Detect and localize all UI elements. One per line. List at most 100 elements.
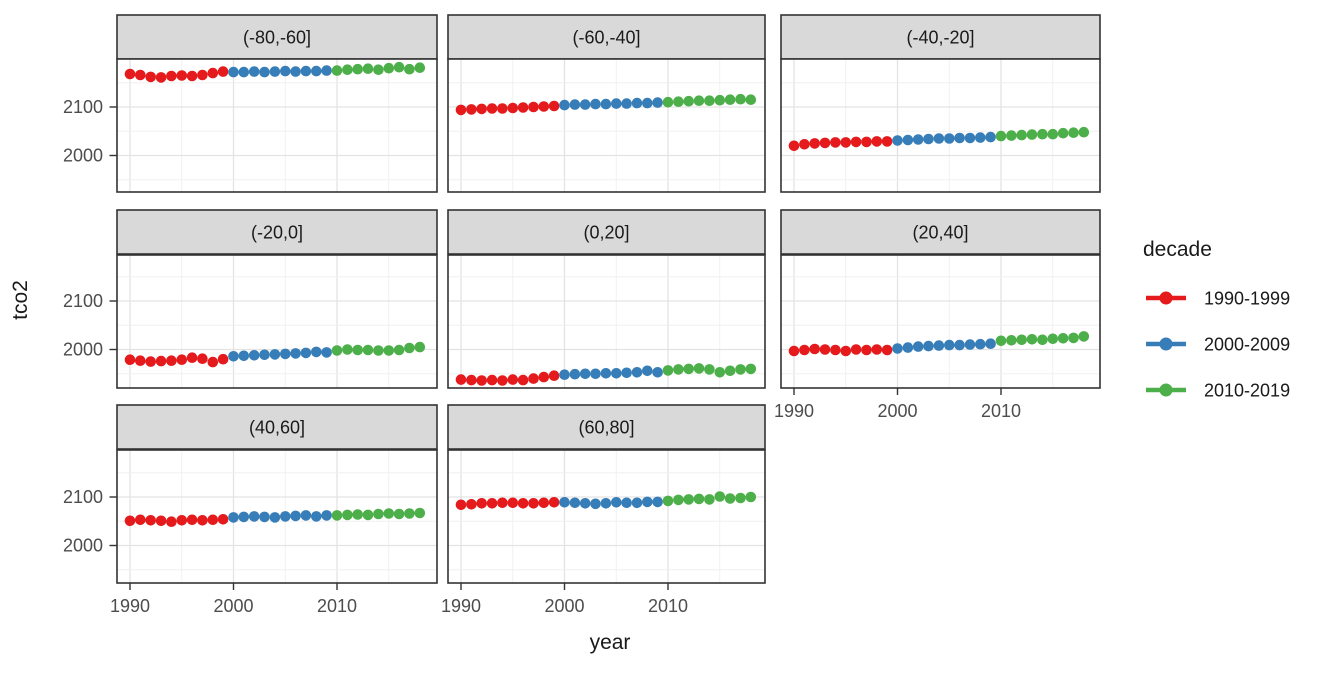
- facet-(-80,-60]: (-80,-60]: [116, 14, 438, 193]
- data-point: [176, 70, 188, 81]
- legend-title: decade: [1143, 238, 1212, 261]
- facet-strip: [780, 14, 1101, 60]
- legend-item-label: 2000-2009: [1204, 335, 1290, 355]
- data-point: [673, 364, 684, 375]
- data-point: [300, 347, 312, 359]
- data-point: [704, 95, 715, 106]
- data-point: [166, 355, 177, 367]
- data-point: [683, 95, 694, 107]
- data-point: [693, 95, 705, 106]
- data-point: [933, 133, 945, 144]
- data-point: [269, 66, 281, 77]
- data-point: [414, 62, 426, 73]
- data-point: [290, 348, 301, 359]
- data-point: [228, 512, 239, 523]
- data-point: [881, 136, 893, 147]
- data-point: [528, 498, 539, 509]
- data-point: [352, 509, 364, 520]
- data-point: [331, 65, 343, 76]
- data-point: [186, 514, 198, 526]
- data-point: [840, 137, 852, 148]
- data-point: [124, 515, 136, 527]
- data-point: [964, 132, 976, 144]
- data-point: [352, 344, 364, 356]
- data-point: [704, 494, 715, 505]
- x-tick-label: 2010: [648, 596, 688, 616]
- y-tick-label: 2000: [63, 536, 103, 556]
- legend-key-dot: [1159, 383, 1173, 397]
- data-point: [704, 364, 715, 375]
- data-point: [850, 136, 862, 148]
- data-point: [135, 514, 146, 526]
- data-point: [455, 374, 467, 385]
- data-point: [124, 68, 136, 80]
- facet-strip: [447, 14, 766, 60]
- data-point: [155, 72, 167, 83]
- data-point: [788, 140, 800, 152]
- data-point: [300, 65, 312, 77]
- data-point: [176, 515, 188, 526]
- data-point: [559, 369, 570, 381]
- facet-(0,20]: (0,20]: [447, 209, 766, 389]
- facet-strip: [447, 209, 766, 255]
- data-point: [259, 66, 270, 78]
- data-point: [724, 493, 736, 504]
- data-point: [280, 511, 291, 522]
- data-point: [985, 131, 996, 143]
- panel-border: [116, 254, 438, 389]
- data-point: [745, 363, 757, 375]
- data-point: [342, 509, 353, 521]
- data-point: [538, 101, 550, 112]
- x-axis-title: year: [590, 631, 631, 654]
- data-point: [217, 514, 229, 525]
- data-point: [290, 510, 301, 522]
- data-point: [383, 508, 395, 519]
- data-point: [383, 62, 395, 74]
- facet-(-40,-20]: (-40,-20]: [780, 14, 1101, 193]
- data-point: [1016, 129, 1027, 141]
- data-point: [1078, 126, 1090, 138]
- data-point: [850, 344, 862, 355]
- data-point: [861, 136, 872, 148]
- data-point: [466, 499, 477, 510]
- data-point: [1068, 332, 1079, 344]
- data-point: [404, 63, 415, 75]
- data-point: [840, 345, 852, 357]
- x-tick-label: 2000: [213, 596, 253, 616]
- panel-border: [116, 449, 438, 584]
- data-point: [809, 138, 820, 149]
- data-point: [745, 491, 757, 503]
- data-point: [362, 509, 374, 521]
- data-point: [861, 344, 872, 356]
- data-point: [662, 96, 674, 108]
- data-point: [455, 104, 467, 116]
- data-point: [362, 344, 374, 356]
- y-tick-label: 2100: [63, 487, 103, 507]
- data-point: [321, 347, 332, 358]
- data-point: [135, 69, 146, 81]
- panel-background: [448, 59, 765, 192]
- data-point: [569, 497, 581, 509]
- data-point: [745, 94, 757, 105]
- data-point: [735, 93, 746, 105]
- data-point: [207, 514, 219, 526]
- data-point: [621, 98, 632, 109]
- legend-key-dot: [1159, 291, 1173, 305]
- legend: decade 1990-1999 2000-2009 2010-2019: [1143, 238, 1290, 401]
- data-point: [714, 367, 726, 378]
- data-point: [1026, 129, 1038, 140]
- data-point: [944, 133, 955, 144]
- data-point: [528, 101, 539, 113]
- data-point: [135, 355, 146, 367]
- y-axis-title: tco2: [9, 280, 32, 320]
- data-point: [735, 492, 746, 504]
- data-point: [393, 61, 405, 73]
- data-point: [724, 94, 736, 105]
- data-point: [548, 370, 560, 382]
- data-point: [373, 345, 384, 356]
- data-point: [414, 341, 426, 353]
- data-point: [197, 515, 208, 526]
- data-point: [331, 345, 343, 356]
- data-point: [342, 344, 353, 355]
